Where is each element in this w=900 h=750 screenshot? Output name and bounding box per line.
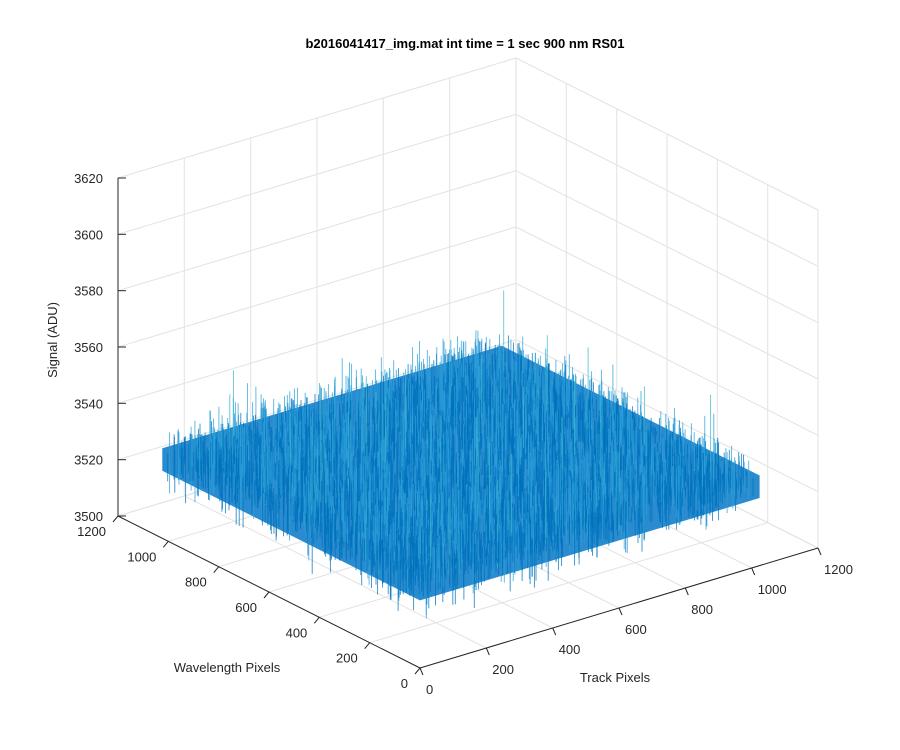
y-tick-mark: [213, 566, 220, 574]
axes: [112, 177, 822, 676]
y-tick-mark: [313, 616, 320, 624]
grid-line: [515, 226, 819, 380]
y-tick-mark: [364, 642, 371, 650]
x-tick-mark: [817, 547, 822, 556]
x-tick-mark: [552, 627, 557, 636]
signal-surface: [162, 290, 760, 619]
grid-line: [515, 113, 819, 267]
x-tick-mark: [684, 587, 689, 596]
grid-line: [515, 339, 819, 493]
y-tick-mark: [112, 515, 119, 523]
grid-line: [117, 226, 517, 348]
x-tick-mark: [618, 607, 623, 616]
grid-line: [117, 57, 517, 179]
y-tick-mark: [263, 591, 270, 599]
grid-line: [515, 170, 819, 324]
x-tick-mark: [419, 667, 424, 676]
x-tick-mark: [751, 567, 756, 576]
y-tick-mark: [414, 667, 421, 675]
y-tick-mark: [162, 540, 169, 548]
grid-line: [117, 113, 517, 235]
grid-line: [117, 170, 517, 292]
x-tick-mark: [485, 647, 490, 656]
grid-line: [117, 282, 517, 404]
grid-line: [369, 522, 768, 644]
grid-line: [515, 282, 819, 436]
grid-line: [515, 57, 819, 211]
